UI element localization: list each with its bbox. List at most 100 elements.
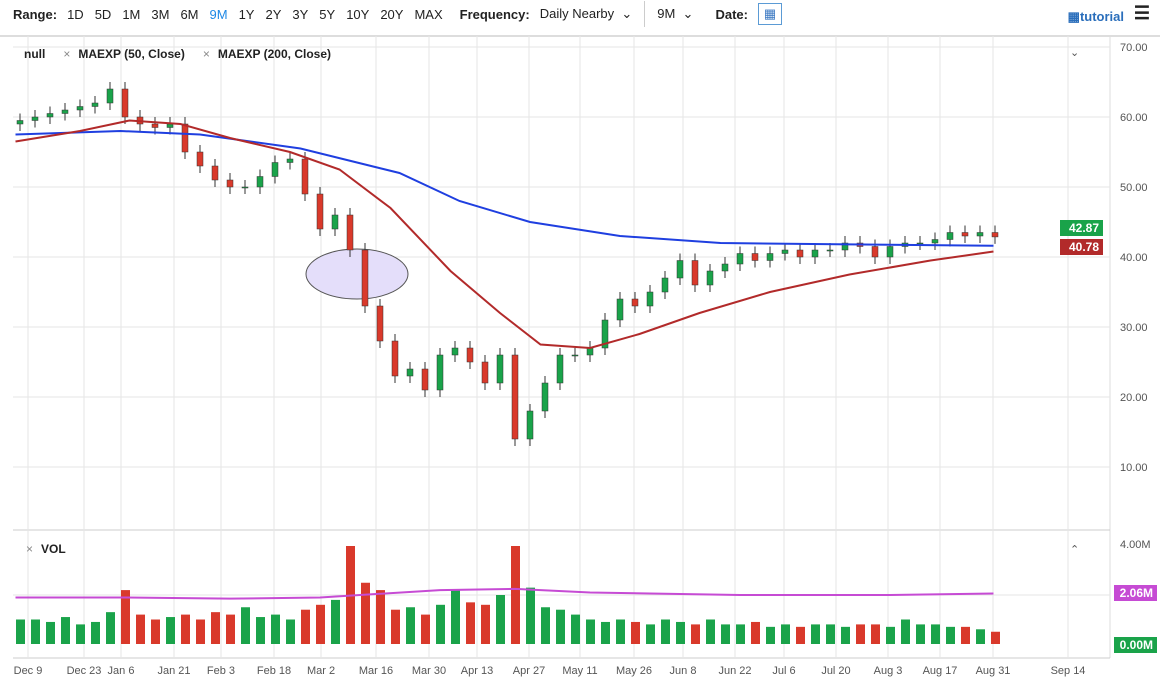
range-2y[interactable]: 2Y [265, 6, 282, 22]
annotation-ellipse [305, 248, 409, 300]
remove-ma50-icon[interactable]: × [63, 47, 71, 61]
volume-bar [976, 629, 985, 644]
range-1d[interactable]: 1D [67, 6, 84, 22]
x-tick-label: May 26 [616, 665, 652, 677]
candle-body [826, 249, 834, 252]
table-icon: ▦ [1067, 9, 1080, 24]
candle-body [781, 249, 789, 254]
volume-bar [61, 617, 70, 644]
range-10y[interactable]: 10Y [346, 6, 370, 22]
candle-body [961, 232, 969, 237]
range-9m[interactable]: 9M [209, 6, 228, 22]
volume-bar [46, 621, 55, 644]
volume-bar [721, 624, 730, 644]
candle-body [61, 109, 69, 114]
range-1y[interactable]: 1Y [238, 6, 255, 22]
volume-bar [916, 624, 925, 644]
candle-body [526, 410, 534, 440]
y-tick-label: 30.00 [1120, 322, 1148, 334]
volume-bar [781, 624, 790, 644]
volume-bar [766, 626, 775, 644]
candle-body [496, 354, 504, 384]
candle-body [91, 102, 99, 107]
candle-body [946, 232, 954, 240]
volume-bar [736, 624, 745, 644]
range-3m[interactable]: 3M [151, 6, 170, 22]
x-tick-label: Apr 13 [461, 665, 493, 677]
candle-body [481, 361, 489, 384]
volume-bar [571, 614, 580, 644]
x-tick-label: Mar 16 [359, 665, 393, 677]
period-select[interactable]: 9M ⌄ [657, 6, 694, 21]
remove-volume-icon[interactable]: × [26, 542, 34, 556]
volume-bar [586, 619, 595, 644]
candle-body [916, 242, 924, 245]
remove-ma200-icon[interactable]: × [202, 47, 210, 61]
volume-bar [451, 590, 460, 644]
candle-body [931, 239, 939, 244]
range-label: Range: [13, 6, 58, 22]
candle-body [211, 165, 219, 181]
range-5y[interactable]: 5Y [319, 6, 336, 22]
volume-bar [31, 619, 40, 644]
volume-bar [601, 621, 610, 644]
candle-body [31, 116, 39, 121]
volume-bar [151, 619, 160, 644]
volume-bar [526, 587, 535, 644]
range-1m[interactable]: 1M [122, 6, 141, 22]
range-max[interactable]: MAX [414, 6, 443, 22]
candle-body [976, 232, 984, 237]
candle-body [166, 123, 174, 128]
vol-zero-tag: 0.00M [1114, 637, 1157, 653]
candle-body [661, 277, 669, 293]
y-tick-label: 60.00 [1120, 112, 1148, 124]
legend-main: null [24, 47, 46, 61]
volume-bar [226, 614, 235, 644]
candle-body [466, 347, 474, 363]
candle-body [751, 253, 759, 261]
candle-body [691, 260, 699, 286]
range-5d[interactable]: 5D [94, 6, 112, 22]
candle-body [631, 298, 639, 307]
frequency-select[interactable]: Daily Nearby ⌄ [539, 6, 633, 21]
volume-bar [556, 609, 565, 644]
candle-body [391, 340, 399, 377]
x-tick-label: Apr 27 [513, 665, 545, 677]
volume-bar [616, 619, 625, 644]
x-tick-label: Aug 3 [874, 665, 903, 677]
x-tick-label: Mar 30 [412, 665, 446, 677]
expand-chevron-icon[interactable]: ⌃ [1070, 544, 1080, 556]
volume-bar [406, 607, 415, 644]
volume-bar [121, 590, 130, 644]
candle-body [106, 88, 114, 104]
volume-bar [16, 619, 25, 644]
candle-body [286, 158, 294, 163]
volume-bar [826, 624, 835, 644]
candle-body [451, 347, 459, 356]
collapse-chevron-icon[interactable]: ⌄ [1070, 47, 1080, 59]
calendar-icon[interactable]: ▦ [757, 3, 782, 25]
y-tick-label: 50.00 [1120, 182, 1148, 194]
range-3y[interactable]: 3Y [292, 6, 309, 22]
volume-bar [256, 617, 265, 644]
candle-body [796, 249, 804, 258]
volume-bar [961, 626, 970, 644]
hamburger-menu-icon[interactable]: ☰ [1133, 3, 1150, 23]
range-6m[interactable]: 6M [180, 6, 199, 22]
volume-ma-line [15, 587, 994, 600]
candle-body [991, 232, 999, 238]
volume-bar [436, 604, 445, 644]
candle-body [361, 249, 369, 307]
volume-bar [676, 621, 685, 644]
candle-body [676, 260, 684, 279]
volume-bar [646, 624, 655, 644]
range-20y[interactable]: 20Y [380, 6, 404, 22]
volume-bar [631, 621, 640, 644]
x-tick-label: Aug 17 [923, 665, 958, 677]
x-tick-label: Jul 20 [821, 665, 850, 677]
tutorial-link[interactable]: ▦tutorial [1067, 9, 1124, 24]
candle-body [541, 382, 549, 412]
x-tick-label: Mar 2 [307, 665, 335, 677]
x-tick-label: Jun 8 [670, 665, 697, 677]
